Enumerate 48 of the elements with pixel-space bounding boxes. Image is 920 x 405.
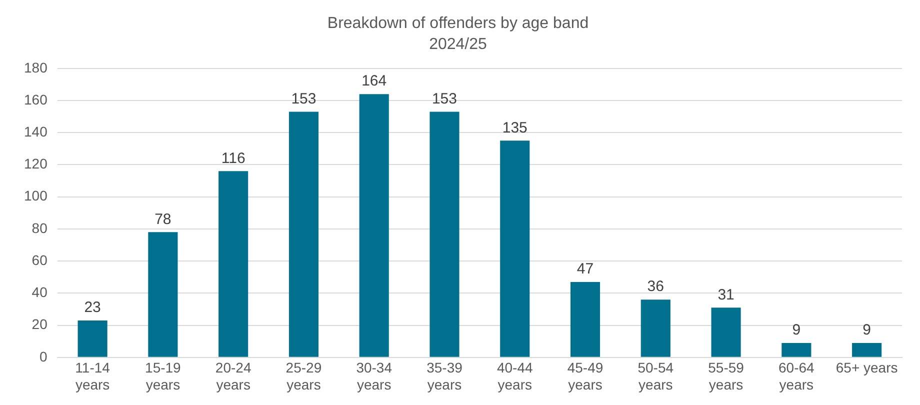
data-label: 36 bbox=[647, 278, 664, 296]
y-tick-label: 0 bbox=[40, 348, 48, 364]
data-label: 135 bbox=[502, 119, 528, 136]
x-tick-label: 15-19 years bbox=[145, 360, 182, 392]
bar bbox=[430, 112, 460, 357]
bar bbox=[78, 320, 108, 357]
y-tick-label: 40 bbox=[32, 284, 48, 300]
y-tick-label: 60 bbox=[32, 252, 48, 268]
data-label: 31 bbox=[718, 286, 734, 304]
y-tick-label: 160 bbox=[24, 91, 48, 108]
data-label: 9 bbox=[862, 322, 871, 339]
y-tick-label: 180 bbox=[24, 59, 48, 76]
data-label: 116 bbox=[221, 150, 246, 167]
x-tick-label: 11-14 years bbox=[75, 360, 110, 392]
chart-subtitle: 2024/25 bbox=[429, 36, 488, 54]
data-label: 9 bbox=[792, 322, 801, 339]
data-label: 78 bbox=[154, 210, 172, 228]
x-tick-label: 65+ years bbox=[836, 360, 898, 376]
x-tick-label: 55-59 years bbox=[708, 360, 744, 392]
x-tick-label: 50-54 years bbox=[638, 360, 674, 392]
bar bbox=[570, 282, 600, 357]
x-tick-label: 25-29 years bbox=[286, 360, 322, 392]
x-tick-label: 45-49 years bbox=[567, 360, 604, 392]
bar bbox=[288, 112, 318, 357]
y-tick-label: 140 bbox=[24, 123, 48, 140]
y-tick-label: 100 bbox=[24, 188, 48, 204]
y-tick-label: 20 bbox=[32, 316, 48, 332]
data-label: 153 bbox=[432, 90, 457, 108]
chart-title: Breakdown of offenders by age band bbox=[327, 15, 589, 32]
bar bbox=[852, 342, 882, 357]
x-tick-label: 35-39 years bbox=[426, 360, 463, 392]
bar bbox=[359, 94, 389, 357]
y-tick-label: 80 bbox=[32, 220, 48, 236]
bar bbox=[218, 171, 248, 357]
data-label: 47 bbox=[576, 260, 594, 278]
data-label: 23 bbox=[84, 299, 101, 316]
y-tick-label: 120 bbox=[24, 156, 48, 172]
x-tick-label: 40-44 years bbox=[496, 360, 533, 392]
bar bbox=[148, 232, 178, 357]
x-tick-label: 60-64 years bbox=[778, 360, 815, 392]
bar bbox=[500, 140, 530, 357]
data-label: 153 bbox=[291, 90, 316, 108]
x-tick-label: 30-34 years bbox=[356, 360, 392, 392]
data-label: 164 bbox=[362, 72, 387, 90]
bar bbox=[782, 342, 812, 357]
x-tick-label: 20-24 years bbox=[215, 360, 252, 392]
bar bbox=[640, 300, 670, 357]
bar bbox=[711, 308, 741, 357]
